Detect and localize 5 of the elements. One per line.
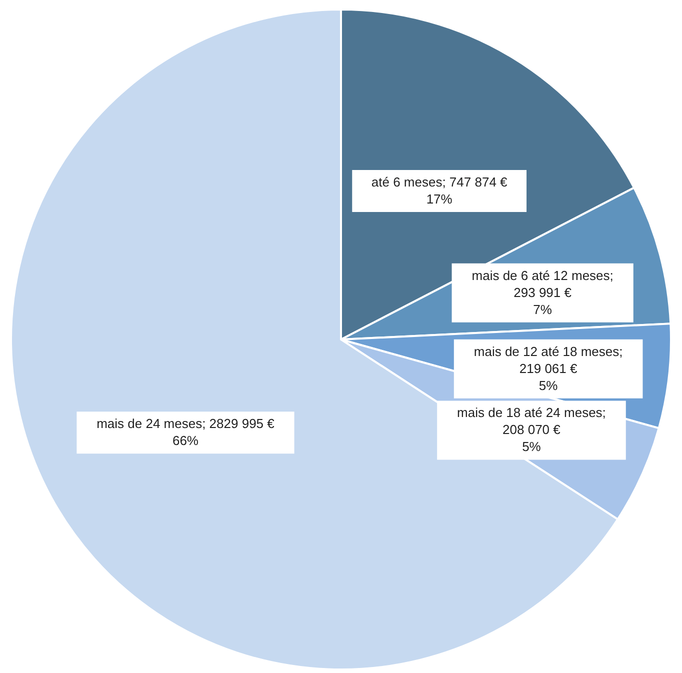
slice-label: mais de 12 até 18 meses; 219 061 € 5%: [474, 344, 623, 393]
slice-label: mais de 24 meses; 2829 995 € 66%: [96, 416, 276, 448]
slice-label: mais de 18 até 24 meses; 208 070 € 5%: [457, 405, 606, 454]
slice-label: mais de 6 até 12 meses; 293 991 € 7%: [472, 268, 614, 317]
slice-label: até 6 meses; 747 874 € 17%: [371, 174, 508, 206]
